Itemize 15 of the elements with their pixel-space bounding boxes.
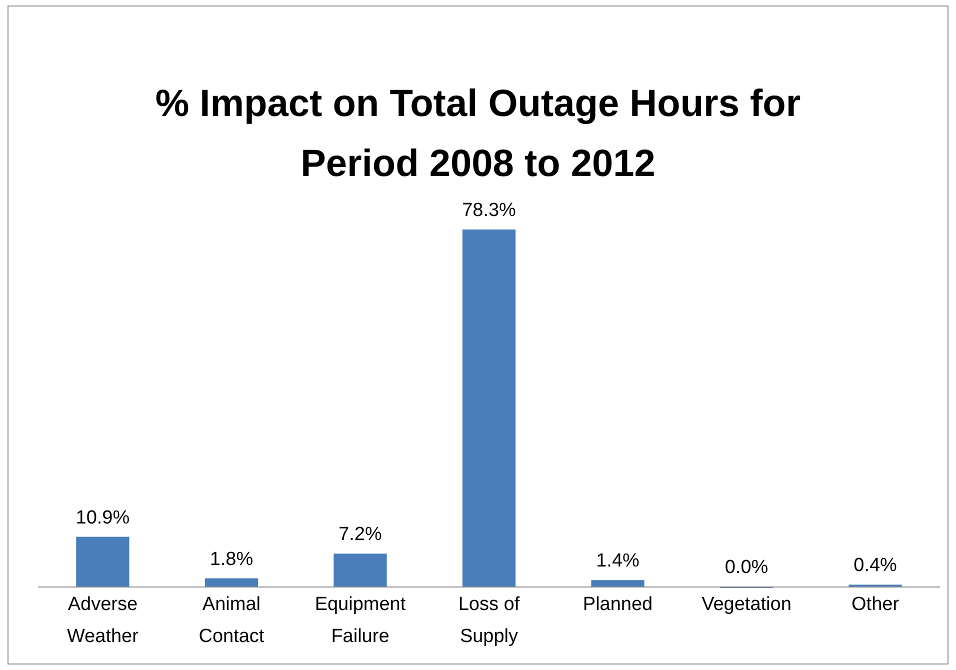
x-tick-label: Animal Contact bbox=[198, 594, 265, 647]
chart-title: % Impact on Total Outage Hours for Period 2008 to 2012 bbox=[155, 83, 801, 185]
x-tick-label: Adverse Weather bbox=[66, 594, 140, 647]
data-label: 78.3% bbox=[462, 200, 516, 221]
data-label: 0.0% bbox=[724, 557, 768, 578]
x-tick-label: Other bbox=[852, 594, 900, 615]
x-tick-label: Planned bbox=[582, 594, 653, 615]
x-tick-label: Equipment Failure bbox=[314, 594, 406, 647]
x-tick-label: Loss of Supply bbox=[458, 594, 520, 647]
data-label: 1.8% bbox=[210, 548, 254, 570]
data-label: 0.4% bbox=[854, 555, 898, 576]
data-label: 1.4% bbox=[596, 550, 640, 572]
data-label: 10.9% bbox=[76, 507, 130, 528]
x-tick-label: Vegetation bbox=[702, 594, 792, 615]
data-label: 7.2% bbox=[338, 524, 382, 546]
